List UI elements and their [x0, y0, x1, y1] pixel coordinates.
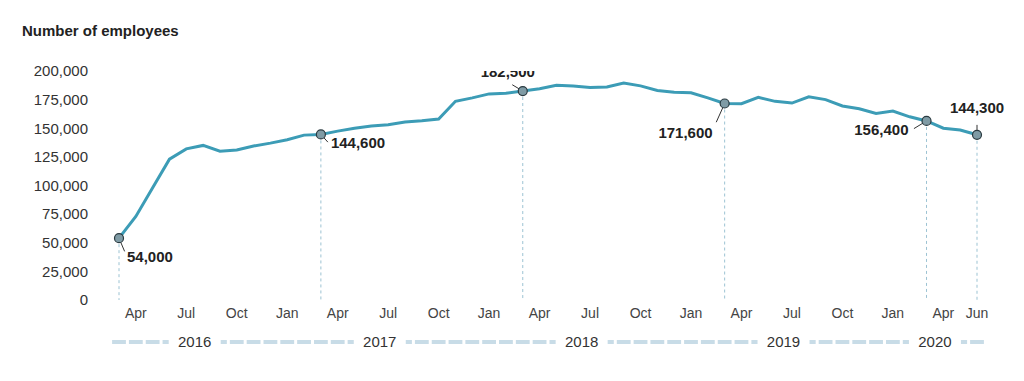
- svg-text:Jul: Jul: [177, 305, 195, 321]
- svg-text:Apr: Apr: [932, 305, 954, 321]
- svg-text:2019: 2019: [767, 333, 800, 350]
- svg-text:175,000: 175,000: [34, 91, 88, 108]
- svg-text:Jan: Jan: [478, 305, 501, 321]
- svg-text:144,600: 144,600: [331, 134, 385, 151]
- html-text:Number of employees: Number of employees: [22, 22, 179, 39]
- svg-text:150,000: 150,000: [34, 120, 88, 137]
- svg-text:Jan: Jan: [276, 305, 299, 321]
- svg-text:Apr: Apr: [529, 305, 551, 321]
- svg-text:182,500: 182,500: [481, 71, 535, 80]
- svg-text:Oct: Oct: [832, 305, 854, 321]
- svg-text:54,000: 54,000: [127, 248, 173, 265]
- svg-text:125,000: 125,000: [34, 148, 88, 165]
- svg-text:Oct: Oct: [226, 305, 248, 321]
- svg-text:100,000: 100,000: [34, 177, 88, 194]
- svg-text:Oct: Oct: [630, 305, 652, 321]
- svg-text:Jul: Jul: [783, 305, 801, 321]
- svg-text:Apr: Apr: [731, 305, 753, 321]
- svg-text:Apr: Apr: [327, 305, 349, 321]
- svg-text:2017: 2017: [363, 333, 396, 350]
- svg-text:171,600: 171,600: [658, 124, 712, 141]
- svg-text:Jan: Jan: [882, 305, 905, 321]
- svg-text:156,400: 156,400: [854, 121, 908, 138]
- svg-text:75,000: 75,000: [42, 205, 88, 222]
- svg-text:Jul: Jul: [581, 305, 599, 321]
- svg-text:50,000: 50,000: [42, 234, 88, 251]
- svg-text:Jul: Jul: [379, 305, 397, 321]
- svg-text:144,300: 144,300: [950, 99, 1004, 116]
- svg-text:Oct: Oct: [428, 305, 450, 321]
- svg-text:0: 0: [80, 291, 88, 308]
- svg-text:2018: 2018: [565, 333, 598, 350]
- svg-text:Jun: Jun: [966, 305, 989, 321]
- svg-text:Jan: Jan: [680, 305, 703, 321]
- svg-text:25,000: 25,000: [42, 263, 88, 280]
- svg-text:Apr: Apr: [125, 305, 147, 321]
- svg-text:2016: 2016: [178, 333, 211, 350]
- svg-text:200,000: 200,000: [34, 62, 88, 79]
- svg-text:2020: 2020: [918, 333, 951, 350]
